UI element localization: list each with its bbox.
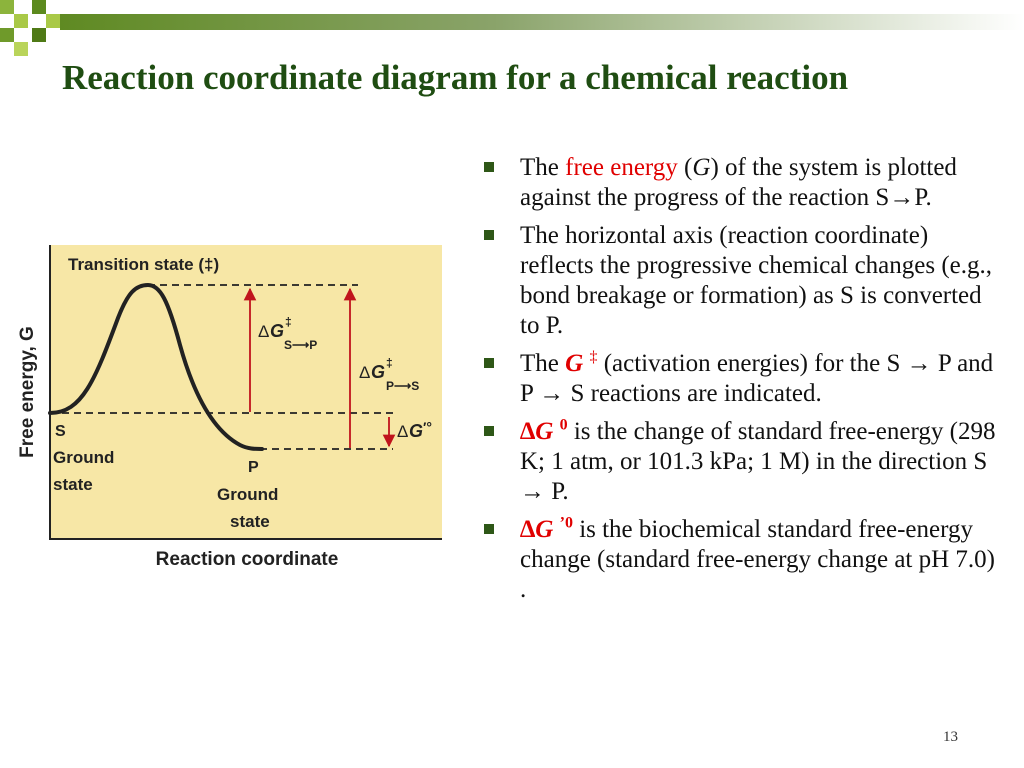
bullet-square-icon — [484, 230, 494, 240]
svg-text:Δ: Δ — [397, 422, 408, 441]
p-state-label: state — [230, 512, 270, 531]
svg-text:G: G — [270, 321, 284, 341]
bullet-square-icon — [484, 162, 494, 172]
deco-square — [32, 0, 46, 14]
svg-text:Δ: Δ — [359, 363, 370, 382]
deco-square — [0, 0, 14, 14]
deco-square — [14, 42, 28, 56]
reaction-coordinate-diagram: Transition state (‡) S Ground state P Gr… — [17, 245, 442, 570]
deco-square — [32, 28, 46, 42]
x-axis-label: Reaction coordinate — [156, 549, 339, 570]
p-label: P — [248, 459, 259, 476]
gradient-bar — [60, 14, 1024, 30]
s-state-label: state — [53, 475, 93, 494]
decorative-top-bar — [0, 0, 1024, 56]
svg-text:G: G — [409, 421, 423, 441]
bullet-list: The free energy (G) of the system is plo… — [482, 153, 1002, 613]
transition-state-label: Transition state (‡) — [68, 255, 219, 274]
p-ground-label: Ground — [217, 485, 278, 504]
svg-text:S⟶P: S⟶P — [284, 338, 317, 352]
page-number: 13 — [943, 729, 958, 745]
svg-text:G: G — [371, 362, 385, 382]
svg-text:‡: ‡ — [285, 315, 292, 329]
slide-title: Reaction coordinate diagram for a chemic… — [62, 58, 849, 97]
bullet-biochemical-standard: ∆G ’0 is the biochemical standard free-e… — [482, 515, 1002, 605]
svg-text:P⟶S: P⟶S — [386, 379, 419, 393]
svg-text:Δ: Δ — [258, 322, 269, 341]
bullet-square-icon — [484, 426, 494, 436]
free-energy-term: free energy — [565, 154, 678, 181]
bullet-free-energy: The free energy (G) of the system is plo… — [482, 153, 1002, 213]
bullet-square-icon — [484, 524, 494, 534]
svg-text:‡: ‡ — [386, 356, 393, 370]
bullet-standard-free-energy: ∆G 0 is the change of standard free-ener… — [482, 417, 1002, 507]
delta-g-prime0-symbol: G — [535, 516, 554, 543]
bullet-horizontal-axis: The horizontal axis (reaction coordinate… — [482, 221, 1002, 341]
bullet-square-icon — [484, 358, 494, 368]
svg-text:′°: ′° — [423, 419, 432, 435]
deco-square — [14, 14, 28, 28]
delta-g-p-to-s-label: Δ G ‡ P⟶S — [359, 356, 419, 393]
bullet-activation-energies: The G ‡ (activation energies) for the S … — [482, 349, 1002, 409]
g-dagger-symbol: G — [565, 350, 584, 377]
energy-curve — [48, 282, 264, 451]
delta-g-standard-label: Δ G ′° — [397, 419, 432, 441]
deco-square — [46, 14, 60, 28]
s-ground-label: Ground — [53, 448, 114, 467]
delta-g-s-to-p-label: Δ G ‡ S⟶P — [258, 315, 317, 352]
deco-square — [0, 28, 14, 42]
delta-g0-symbol: G — [535, 418, 554, 445]
y-axis-label: Free energy, G — [17, 326, 38, 458]
s-label: S — [55, 423, 66, 440]
